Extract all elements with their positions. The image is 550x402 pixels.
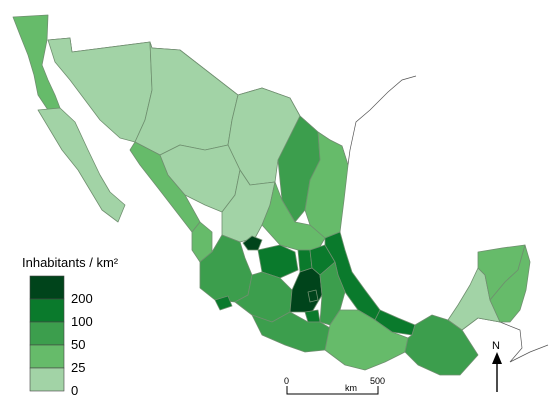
legend-label: 200: [71, 291, 93, 306]
legend-swatch: [29, 298, 65, 323]
legend-label: 0: [71, 383, 78, 398]
state-colima: [214, 295, 233, 311]
state-baja-california-sur: [37, 107, 126, 223]
legend-swatch: [29, 367, 65, 392]
state-aguascalientes: [242, 235, 263, 251]
state-baja-california: [12, 14, 61, 111]
scale-bar-end-label: 500: [370, 376, 385, 386]
state-coahuila: [227, 87, 301, 186]
legend-label: 100: [71, 314, 93, 329]
scale-bar-start-label: 0: [284, 376, 289, 386]
north-arrow-icon: [492, 352, 502, 364]
state-quintana-roo: [489, 244, 531, 323]
legend-swatch: [29, 275, 65, 300]
state-mexico: [289, 267, 323, 313]
scale-bar: 0 km 500: [284, 376, 385, 395]
legend-label: 50: [71, 337, 85, 352]
north-arrow-label: N: [492, 340, 500, 352]
legend: Inhabitants / km² 200 100 50 25 0: [22, 255, 119, 398]
legend-swatch: [29, 321, 65, 346]
north-arrow: N: [492, 340, 502, 392]
legend-swatch: [29, 344, 65, 369]
state-morelos: [304, 309, 321, 323]
state-chiapas: [404, 314, 479, 376]
state-chihuahua: [134, 41, 239, 156]
legend-label: 25: [71, 360, 85, 375]
scale-bar-unit-label: km: [345, 383, 357, 393]
legend-title: Inhabitants / km²: [22, 255, 119, 270]
state-ciudad-de-mexico: [307, 289, 319, 303]
